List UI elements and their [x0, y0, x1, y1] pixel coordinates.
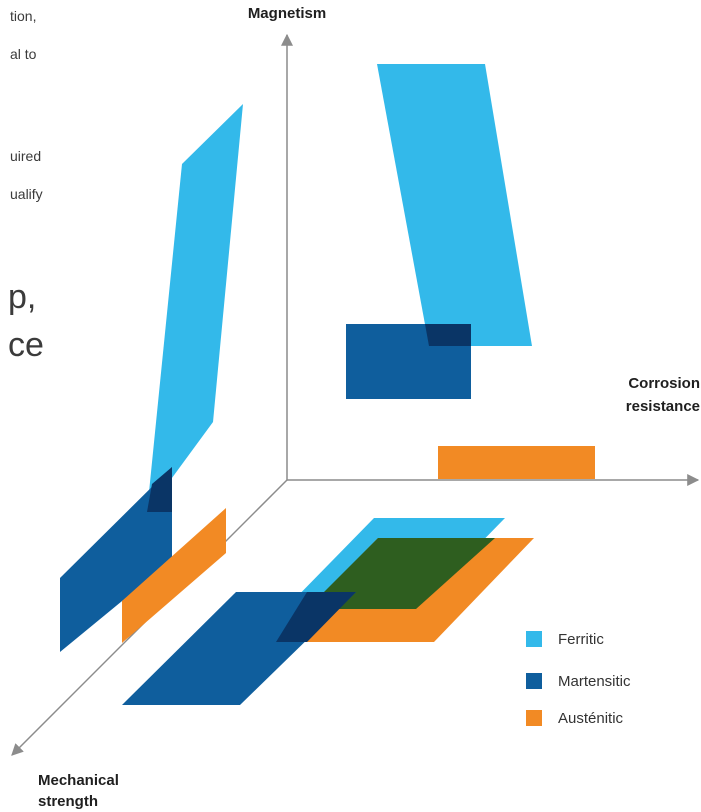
legend-swatch-ferritic: [526, 631, 542, 647]
legend: Ferritic Martensitic Austénitic: [526, 631, 631, 727]
overlap-region-ferritic-austenitic: [307, 538, 495, 609]
legend-swatch-martensitic: [526, 673, 542, 689]
legend-swatch-austenitic: [526, 710, 542, 726]
text-fragment-1: tion,: [10, 8, 37, 24]
austenitic-region-magnetism-strength: [122, 508, 226, 643]
corrosion-axis-label-line2: resistance: [626, 398, 700, 415]
text-fragment-3: uired: [10, 148, 42, 164]
large-text-fragment-1: p,: [8, 278, 37, 316]
martensitic-region-magnetism-strength: [60, 467, 172, 652]
corrosion-axis-label-line1: Corrosion: [628, 375, 700, 392]
magnetism-axis-label: Magnetism: [248, 5, 326, 22]
overlap-region-martensitic: [276, 592, 356, 642]
text-fragment-4: ualify: [10, 186, 43, 202]
legend-label-ferritic: Ferritic: [558, 631, 604, 648]
text-fragment-2: al to: [10, 46, 37, 62]
legend-label-martensitic: Martensitic: [558, 673, 631, 690]
strength-axis-label-line1: Mechanical: [38, 772, 119, 789]
austenitic-region-magnetism-corrosion: [438, 446, 595, 479]
ferritic-region-magnetism-corrosion: [377, 64, 532, 346]
large-text-fragment-2: ce: [8, 326, 44, 364]
overlap-region-magnetism-corrosion: [425, 324, 471, 346]
overlap-region-magnetism-strength: [147, 467, 172, 512]
legend-label-austenitic: Austénitic: [558, 710, 624, 727]
ferritic-region-magnetism-strength: [147, 104, 243, 512]
strength-axis-label-line2: strength: [38, 793, 98, 810]
